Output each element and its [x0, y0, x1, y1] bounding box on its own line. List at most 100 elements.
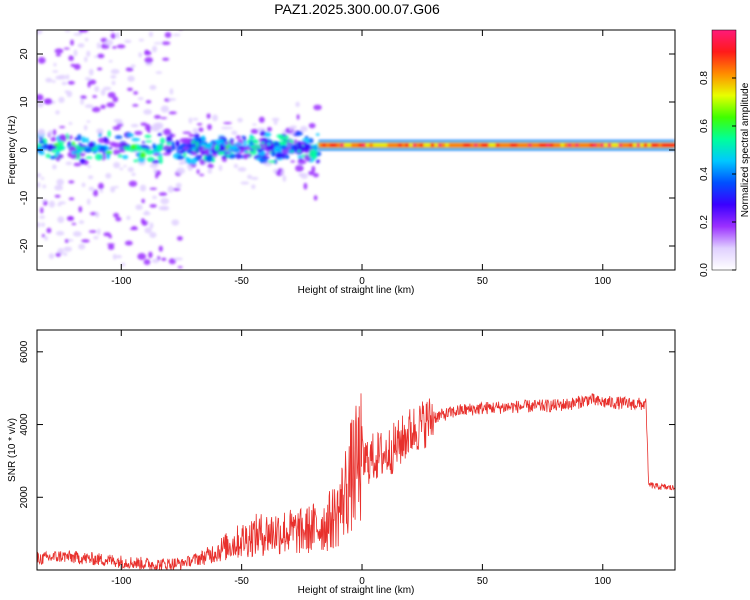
- spectrogram-cell: [145, 100, 152, 104]
- spectrogram-cell: [84, 104, 94, 109]
- spectrogram-cell: [252, 123, 257, 126]
- spectrogram-cell: [37, 173, 42, 178]
- spectrogram-cell: [58, 74, 67, 80]
- spectrogram-cell: [107, 244, 115, 250]
- spectrogram-cell: [290, 160, 295, 163]
- spectrogram-cell: [98, 145, 107, 153]
- spectrogram-cell: [240, 181, 250, 185]
- spectrogram-band-cell: [322, 143, 327, 147]
- spectrogram-cell: [158, 192, 168, 196]
- spectrogram-y-tick-label: 0: [19, 147, 30, 153]
- spectrogram-cell: [275, 152, 283, 159]
- spectrogram-band-cell: [329, 143, 334, 147]
- spectrogram-cell: [266, 126, 272, 132]
- spectrogram-cell: [112, 46, 117, 49]
- spectrogram-cell: [73, 63, 81, 70]
- spectrogram-cell: [56, 144, 64, 151]
- spectrogram-cell: [63, 252, 68, 256]
- spectrogram-band-cell: [398, 143, 403, 147]
- spectrogram-cell: [115, 254, 122, 259]
- spectrogram-cell: [312, 153, 317, 160]
- spectrogram-cell: [107, 147, 113, 150]
- spectrogram-cell: [110, 33, 116, 39]
- spectrogram-band-cell: [412, 143, 417, 147]
- spectrogram-cell: [55, 252, 62, 257]
- spectrogram-band-cell: [492, 143, 497, 147]
- spectrogram-cell: [79, 159, 86, 165]
- spectrogram-cell: [194, 133, 200, 140]
- spectrogram-cell: [290, 145, 294, 150]
- spectrogram-cell: [315, 133, 320, 136]
- spectrogram-cell: [282, 175, 287, 182]
- spectrogram-cell: [105, 39, 114, 46]
- spectrogram-cell: [38, 139, 45, 144]
- spectrogram-cell: [250, 145, 258, 150]
- spectrogram-cell: [192, 117, 199, 121]
- spectrogram-cell: [251, 140, 260, 144]
- spectrogram-band-cell: [611, 143, 616, 147]
- spectrogram-band-cell: [603, 143, 608, 147]
- spectrogram-cell: [105, 150, 113, 155]
- spectrogram-band-cell: [640, 143, 645, 147]
- spectrogram-cell: [52, 164, 57, 170]
- spectrogram-cell: [51, 80, 56, 83]
- spectrogram-band-cell: [383, 143, 388, 147]
- spectrogram-cell: [141, 141, 146, 144]
- spectrogram-cell: [171, 219, 180, 226]
- spectrogram-cell: [86, 120, 91, 123]
- spectrogram-cell: [277, 168, 282, 173]
- spectrogram-cell: [91, 106, 101, 113]
- spectrogram-cell: [215, 139, 224, 144]
- spectrogram-cell: [223, 121, 232, 125]
- spectrogram-cell: [85, 156, 93, 159]
- spectrogram-cell: [52, 129, 57, 136]
- spectrogram-band-cell: [553, 143, 558, 147]
- spectrogram-cell: [144, 134, 152, 139]
- spectrogram-band-cell: [502, 143, 507, 147]
- colorbar: 0.0 0.2 0.4 0.6 0.8 Normalized spectral ampl…: [699, 29, 750, 277]
- spectrogram-cell: [73, 49, 78, 57]
- spectrogram-cell: [195, 141, 199, 148]
- spectrogram-cell: [187, 166, 193, 171]
- spectrogram-cell: [179, 26, 182, 30]
- spectrogram-band-cell: [325, 143, 330, 147]
- spectrogram-cell: [205, 156, 213, 163]
- spectrogram-cell: [98, 134, 102, 137]
- spectrogram-cell: [126, 215, 131, 221]
- spectrogram-cell: [110, 69, 120, 75]
- spectrogram-cell: [110, 186, 116, 193]
- spectrogram-cell: [98, 137, 105, 144]
- spectrogram-cell: [40, 207, 44, 214]
- snr-x-tick-label: 50: [477, 576, 489, 587]
- spectrogram-cell: [122, 154, 129, 160]
- spectrogram-band-cell: [336, 143, 341, 147]
- spectrogram-cell: [109, 141, 117, 147]
- snr-background: [37, 330, 675, 570]
- spectrogram-cell: [71, 150, 76, 155]
- snr-x-ticks: -100 -50 0 50 100: [111, 330, 612, 587]
- spectrogram-x-tick-label: -50: [234, 276, 249, 287]
- spectrogram-cell: [144, 49, 149, 55]
- spectrogram-cell: [169, 88, 174, 95]
- spectrogram-cell: [94, 85, 100, 92]
- spectrogram-cell: [188, 133, 195, 138]
- spectrogram-cell: [167, 185, 174, 193]
- spectrogram-cell: [97, 228, 101, 236]
- spectrogram-cell: [206, 113, 211, 119]
- spectrogram-cell: [257, 127, 266, 132]
- spectrogram-cell: [179, 145, 184, 150]
- spectrogram-cell: [37, 94, 44, 102]
- spectrogram-cell: [76, 134, 82, 141]
- spectrogram-cell: [58, 96, 65, 103]
- spectrogram-cell: [153, 42, 162, 45]
- spectrogram-band-cell: [506, 143, 511, 147]
- spectrogram-cell: [224, 126, 234, 130]
- spectrogram-cell: [199, 173, 205, 177]
- spectrogram-cell: [116, 44, 126, 49]
- spectrogram-cell: [88, 68, 94, 76]
- spectrogram-cell: [37, 222, 41, 228]
- spectrogram-cell: [71, 222, 77, 226]
- spectrogram-cell: [196, 169, 200, 175]
- spectrogram-cell: [278, 134, 286, 141]
- spectrogram-cell: [37, 182, 41, 188]
